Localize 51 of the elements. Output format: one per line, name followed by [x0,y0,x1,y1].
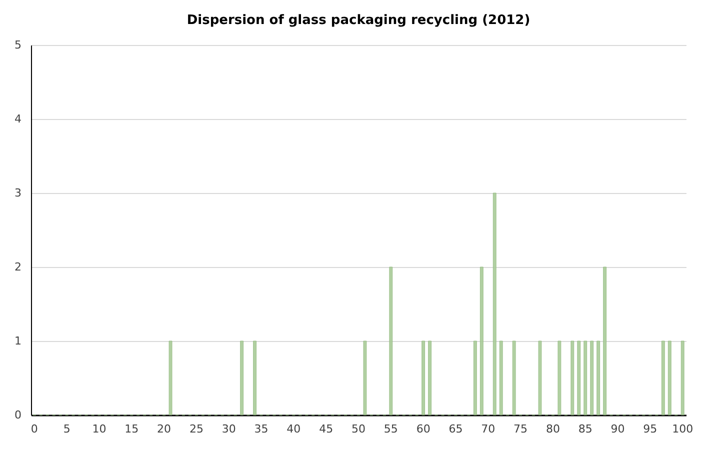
bar [661,340,665,416]
bar [512,340,516,416]
bar [240,340,244,416]
y-tick-label: 0 [14,408,22,422]
y-tick-label: 2 [14,260,22,274]
x-tick-label: 70 [481,422,496,436]
x-tick-label: 30 [222,422,236,436]
y-tick-label: 4 [14,112,22,126]
y-tick-label: 3 [14,186,22,200]
x-tick-label: 100 [672,422,694,436]
bar [596,340,600,416]
x-tick-label: 40 [286,422,301,436]
bar [422,340,426,416]
x-tick-label: 15 [124,422,139,436]
chart-title: Dispersion of glass packaging recycling (2012) [186,13,530,28]
bar [428,340,432,416]
x-tick-label: 60 [416,422,430,436]
bar [577,340,581,416]
x-tick-label: 65 [448,422,463,436]
bar [253,340,256,416]
x-tick-label: 75 [514,422,528,436]
x-tick-label: 55 [384,422,398,436]
bar [590,340,594,416]
y-tick-label: 1 [14,334,22,348]
bar [480,266,484,416]
x-tick-label: 20 [157,422,172,436]
bar [558,340,562,416]
y-tick-label: 5 [14,38,22,52]
bar [473,340,477,416]
x-tick-label: 80 [546,422,560,436]
x-tick-label: 45 [319,422,334,436]
x-tick-label: 35 [254,422,268,436]
bar [363,340,367,416]
bar [168,340,172,416]
bar [499,340,503,416]
bar [538,340,542,416]
bar [570,340,574,416]
bar [680,340,684,416]
x-tick-label: 95 [643,422,658,436]
x-tick-label: 85 [578,422,592,436]
bar [389,266,393,416]
x-tick-label: 5 [63,422,70,436]
bar [668,340,672,416]
x-tick-label: 10 [92,422,106,436]
x-tick-label: 0 [30,422,38,436]
bar [492,192,496,416]
x-tick-label: 25 [189,422,204,436]
x-tick-label: 50 [352,422,366,436]
bar [584,340,588,416]
x-tick-label: 90 [610,422,625,436]
bar [603,266,607,416]
